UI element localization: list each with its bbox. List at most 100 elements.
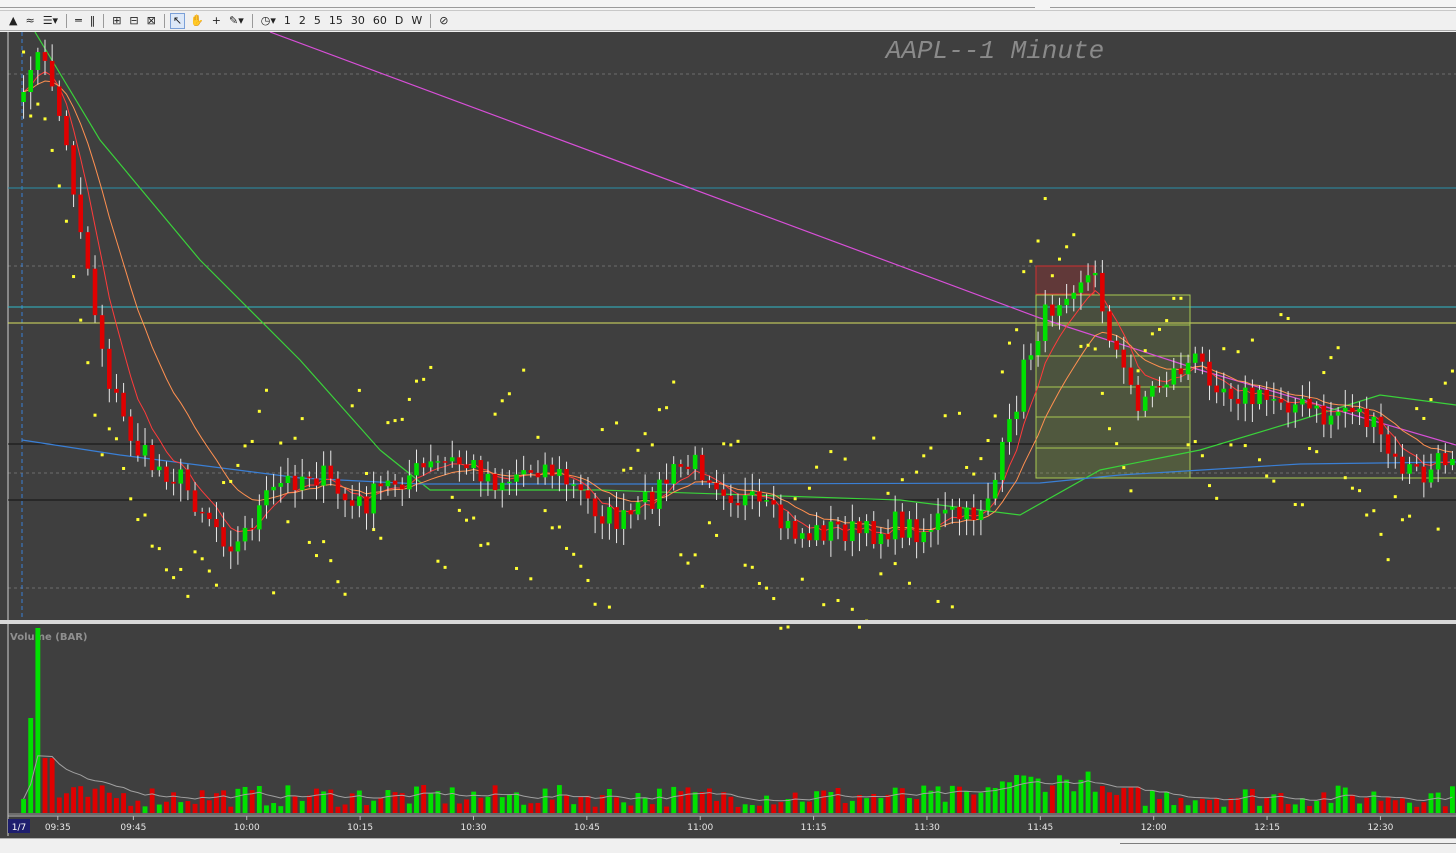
volume-bar (1428, 793, 1434, 813)
timeframe-2[interactable]: 2 (298, 14, 306, 27)
volume-bar (464, 799, 469, 813)
psar-dot (1250, 338, 1254, 342)
price-chart-svg[interactable]: AAPL--1 Minute Volume (BAR) 09:35 09:45 10… (0, 32, 1456, 838)
candle-bear (1107, 311, 1112, 341)
timeframe-30[interactable]: 30 (350, 14, 365, 27)
psar-dot (872, 436, 876, 440)
toolbar-separator (103, 13, 105, 28)
volume-bar (1328, 802, 1334, 813)
hand-icon[interactable]: ✋ (190, 14, 204, 27)
template-icon[interactable]: ☰▾ (42, 14, 59, 27)
volume-bar (985, 787, 991, 813)
chart-type-icon[interactable]: ▲ (9, 14, 18, 27)
psar-dot (700, 584, 704, 588)
psar-dot (1100, 391, 1104, 395)
timeframe-15[interactable]: 15 (328, 14, 343, 27)
volume-bar (1192, 800, 1198, 813)
timeframe-1[interactable]: 1 (283, 14, 291, 27)
psar-dot (322, 540, 326, 544)
candle-bull (1085, 275, 1091, 283)
psar-dot (64, 219, 68, 223)
timeframe-daily[interactable]: D (394, 14, 404, 27)
timeframe-weekly[interactable]: W (411, 14, 423, 27)
candle-bear (107, 348, 112, 389)
volume-bar (271, 803, 277, 813)
draw-pencil-icon[interactable]: ✎▾ (229, 14, 244, 27)
candle-bull (950, 506, 955, 510)
candle-bear (1250, 387, 1255, 405)
candle-bear (721, 489, 726, 496)
psar-dot (829, 450, 833, 454)
volume-bar (592, 806, 598, 813)
psar-dot (886, 491, 890, 495)
candle-bear (464, 464, 469, 469)
candle-bear (64, 115, 69, 146)
candle-bull (942, 509, 948, 514)
timeframe-60[interactable]: 60 (372, 14, 387, 27)
psar-dot (1229, 443, 1233, 447)
zoom-reset-icon[interactable]: ⊠ (146, 14, 156, 27)
candle-bear (164, 466, 169, 482)
candle-bull (557, 469, 562, 476)
psar-dot (822, 603, 826, 607)
bottom-scrollbar[interactable] (1120, 843, 1456, 847)
top-scrollbar-left[interactable] (0, 3, 1035, 8)
candle-bear (342, 493, 348, 501)
volume-bar (1164, 791, 1170, 813)
candle-bull (1257, 389, 1262, 405)
psar-dot (743, 563, 747, 567)
psar-dot (272, 591, 276, 595)
volume-bar (535, 802, 541, 813)
psar-dot (629, 466, 633, 470)
candle-bull (321, 465, 326, 486)
candle-bear (207, 512, 212, 520)
crosshair-icon[interactable]: + (211, 14, 221, 27)
psar-dot (707, 521, 711, 525)
volume-bar (621, 802, 627, 813)
psar-dot (1286, 316, 1290, 320)
psar-dot (593, 602, 597, 606)
volume-bar (1421, 802, 1427, 813)
timeframe-5[interactable]: 5 (313, 14, 321, 27)
top-scrollbar-right[interactable] (1050, 3, 1456, 8)
psar-dot (665, 406, 669, 410)
close-chart-icon[interactable]: ⊘ (439, 14, 449, 27)
clock-icon[interactable]: ◷▾ (260, 14, 276, 27)
volume-bar (757, 805, 762, 813)
volume-bar (842, 803, 848, 813)
horizontal-lines-layer (8, 187, 1456, 501)
volume-bar (1049, 785, 1055, 813)
line-style-icon[interactable]: ≈ (25, 14, 35, 27)
candle-bear (1200, 353, 1205, 362)
psar-dot (143, 513, 147, 517)
volume-bar (1042, 791, 1048, 813)
overlay-line (34, 32, 1456, 516)
volume-bar (306, 795, 312, 813)
volume-bar (64, 793, 69, 813)
candle-bull (642, 491, 648, 503)
candle-bull (1450, 459, 1455, 466)
zoom-out-icon[interactable]: ⊟ (129, 14, 139, 27)
candle-bull (621, 510, 626, 529)
candle-bear (1321, 405, 1327, 425)
horizontal-lines-icon[interactable]: ═ (75, 14, 82, 27)
candle-bear (735, 502, 741, 506)
volume-bar (678, 791, 684, 813)
volume-bar (1128, 786, 1134, 813)
zoom-in-icon[interactable]: ⊞ (112, 14, 122, 27)
panel-divider (0, 620, 1456, 624)
volume-bar (299, 800, 305, 813)
candle-bull (1428, 469, 1434, 483)
psar-dot (807, 486, 811, 490)
chart-area[interactable]: AAPL--1 Minute Volume (BAR) 09:35 09:45 10… (0, 32, 1456, 838)
candle-bear (842, 524, 848, 542)
candle-bull (1185, 362, 1191, 375)
psar-dot (150, 544, 154, 548)
candle-bear (1364, 408, 1369, 428)
vertical-lines-icon[interactable]: ‖ (89, 14, 96, 27)
psar-dot (472, 516, 476, 520)
candle-bear (792, 520, 798, 539)
pointer-icon[interactable]: ↖ (169, 12, 186, 29)
volume-bar (249, 790, 255, 813)
candle-bull (1092, 272, 1098, 276)
